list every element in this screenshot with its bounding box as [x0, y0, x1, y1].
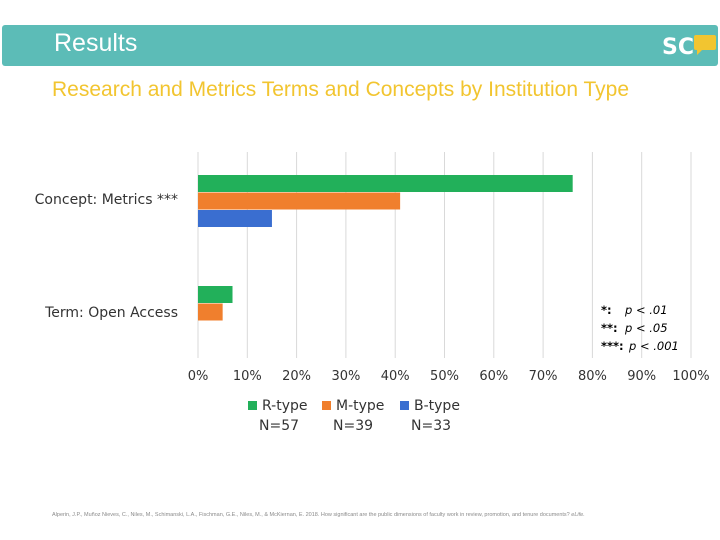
legend-swatch — [400, 401, 409, 410]
slide-title: Results — [54, 29, 138, 57]
legend-swatch — [322, 401, 331, 410]
x-tick-label: 50% — [430, 369, 459, 384]
significance-row: **: p < .05 — [601, 319, 679, 337]
significance-value: p < .001 — [629, 339, 679, 353]
bar-m-type — [198, 192, 401, 210]
logo-text: SC — [662, 35, 694, 60]
x-tick-label: 40% — [381, 369, 410, 384]
bar-r-type — [198, 286, 233, 303]
significance-row: *: p < .01 — [601, 301, 679, 319]
header-bar: Results SC — [2, 25, 718, 66]
citation-text: Alperin, J.P., Muñoz Nieves, C., Niles, … — [52, 512, 570, 518]
legend: R-type N=57 M-type N=39 B-type N=33 — [248, 398, 460, 434]
x-tick-label: 20% — [282, 369, 311, 384]
legend-n-label: N=57 — [259, 418, 299, 434]
category-label: Concept: Metrics *** — [35, 192, 178, 208]
chart-title: Research and Metrics Terms and Concepts … — [52, 78, 630, 101]
x-tick-label: 0% — [188, 369, 209, 384]
legend-label: R-type — [262, 398, 308, 414]
significance-key: *: p < .01 **: p < .05 ***: p < .001 — [601, 301, 679, 355]
speech-bubble-icon — [694, 35, 716, 55]
bar-r-type — [198, 175, 573, 192]
legend-label: B-type — [414, 398, 460, 414]
significance-row: ***: p < .001 — [601, 337, 679, 355]
x-tick-label: 60% — [479, 369, 508, 384]
significance-symbol: **: — [601, 321, 618, 335]
citation-journal: eLife. — [571, 512, 585, 518]
significance-symbol: ***: — [601, 339, 624, 353]
significance-value: p < .05 — [625, 321, 668, 335]
bars — [198, 175, 573, 321]
x-tick-label: 30% — [331, 369, 360, 384]
significance-value: p < .01 — [625, 303, 668, 317]
legend-n-label: N=33 — [411, 418, 451, 434]
legend-n-label: N=39 — [333, 418, 373, 434]
x-tick-label: 10% — [233, 369, 262, 384]
x-tick-label: 100% — [672, 369, 709, 384]
x-tick-label: 80% — [578, 369, 607, 384]
legend-label: M-type — [336, 398, 384, 414]
legend-swatch — [248, 401, 257, 410]
sc-logo: SC — [662, 35, 716, 60]
bar-m-type — [198, 303, 223, 321]
significance-symbol: *: — [601, 303, 612, 317]
bar-chart: Concept: Metrics *** Term: Open Access 0%… — [35, 152, 710, 434]
bar-b-type — [198, 210, 272, 227]
x-axis-ticks: 0% 10% 20% 30% 40% 50% 60% 70% 80% 90% 100% — [188, 369, 710, 384]
x-tick-label: 70% — [529, 369, 558, 384]
x-tick-label: 90% — [627, 369, 656, 384]
category-labels: Concept: Metrics *** Term: Open Access — [35, 192, 178, 321]
category-label: Term: Open Access — [44, 305, 178, 321]
citation: Alperin, J.P., Muñoz Nieves, C., Niles, … — [52, 512, 672, 519]
